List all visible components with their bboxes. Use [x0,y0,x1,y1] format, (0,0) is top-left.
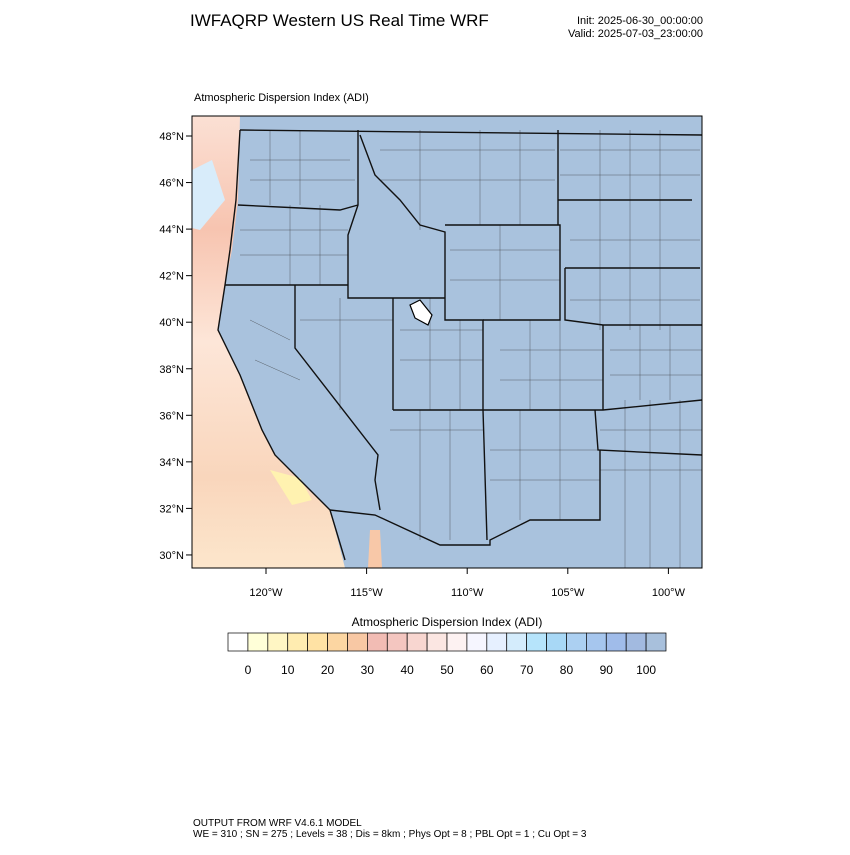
map-title: Atmospheric Dispersion Index (ADI) [194,92,369,104]
colorbar: 0 10 20 30 40 50 60 70 80 90 100 [227,632,667,677]
valid-time: Valid: 2025-07-03_23:00:00 [568,28,703,40]
lat-label: 32°N [159,503,184,515]
colorbar-box [486,632,508,652]
colorbar-box [506,632,527,652]
ocean-field [192,116,345,568]
colorbar-box [546,632,567,652]
colorbar-box [367,632,388,652]
state-borders [217,129,702,561]
colorbar-box [605,632,627,652]
colorbar-box [625,632,647,652]
colorbar-label: 90 [600,663,614,677]
colorbar-label: 10 [281,663,295,677]
lat-label: 30°N [159,550,184,562]
lat-label: 42°N [159,271,184,283]
colorbar-box [586,632,607,652]
colorbar-label: 40 [401,663,415,677]
map [192,116,702,568]
colorbar-box [327,632,348,652]
county-lines [240,130,702,568]
lat-label: 38°N [159,364,184,376]
lat-label: 48°N [159,131,184,143]
lat-label: 36°N [159,410,184,422]
warm-patch [270,470,312,505]
colorbar-box [347,632,368,652]
lat-label: 34°N [159,457,184,469]
colorbar-box [466,632,488,652]
colorbar-box [566,632,587,652]
lon-label: 100°W [652,587,686,599]
lat-label: 40°N [159,317,184,329]
colorbar-label: 70 [520,663,534,677]
colorbar-box [267,632,289,652]
footer-line: OUTPUT FROM WRF V4.6.1 MODEL [193,818,362,829]
colorbar-label: 80 [560,663,574,677]
colorbar-box [386,632,408,652]
colorbar-box [287,632,308,652]
great-salt-lake [409,299,433,326]
lat-label: 44°N [159,224,184,236]
init-time: Init: 2025-06-30_00:00:00 [577,15,703,27]
ocean-patch [192,160,225,230]
lon-label: 115°W [350,587,383,599]
lon-label: 110°W [451,587,484,599]
colorbar-box [446,632,468,652]
colorbar-label: 100 [636,663,656,677]
map-frame [191,115,703,569]
colorbar-box [526,632,547,652]
colorbar-box [426,632,448,652]
lon-label: 120°W [249,587,283,599]
footer-line: WE = 310 ; SN = 275 ; Levels = 38 ; Dis … [193,829,587,840]
title: IWFAQRP Western US Real Time WRF [190,11,489,30]
lat-axis: 48°N 46°N 44°N 42°N 40°N 38°N 36°N 34°N 32°N 30°N [159,131,192,562]
lat-label: 46°N [159,178,184,190]
warm-patch [368,530,382,568]
colorbar-box [247,632,269,652]
colorbar-box [645,632,667,652]
colorbar-label: 50 [440,663,454,677]
colorbar-label: 0 [245,663,252,677]
lon-label: 105°W [551,587,585,599]
colorbar-label: 20 [321,663,335,677]
lon-axis: 120°W 115°W 110°W 105°W 100°W [249,568,686,599]
colorbar-label: 30 [361,663,375,677]
colorbar-label: 60 [480,663,494,677]
colorbar-box [307,632,328,652]
colorbar-box [406,632,428,652]
colorbar-box [227,632,249,652]
colorbar-title: Atmospheric Dispersion Index (ADI) [352,615,543,629]
